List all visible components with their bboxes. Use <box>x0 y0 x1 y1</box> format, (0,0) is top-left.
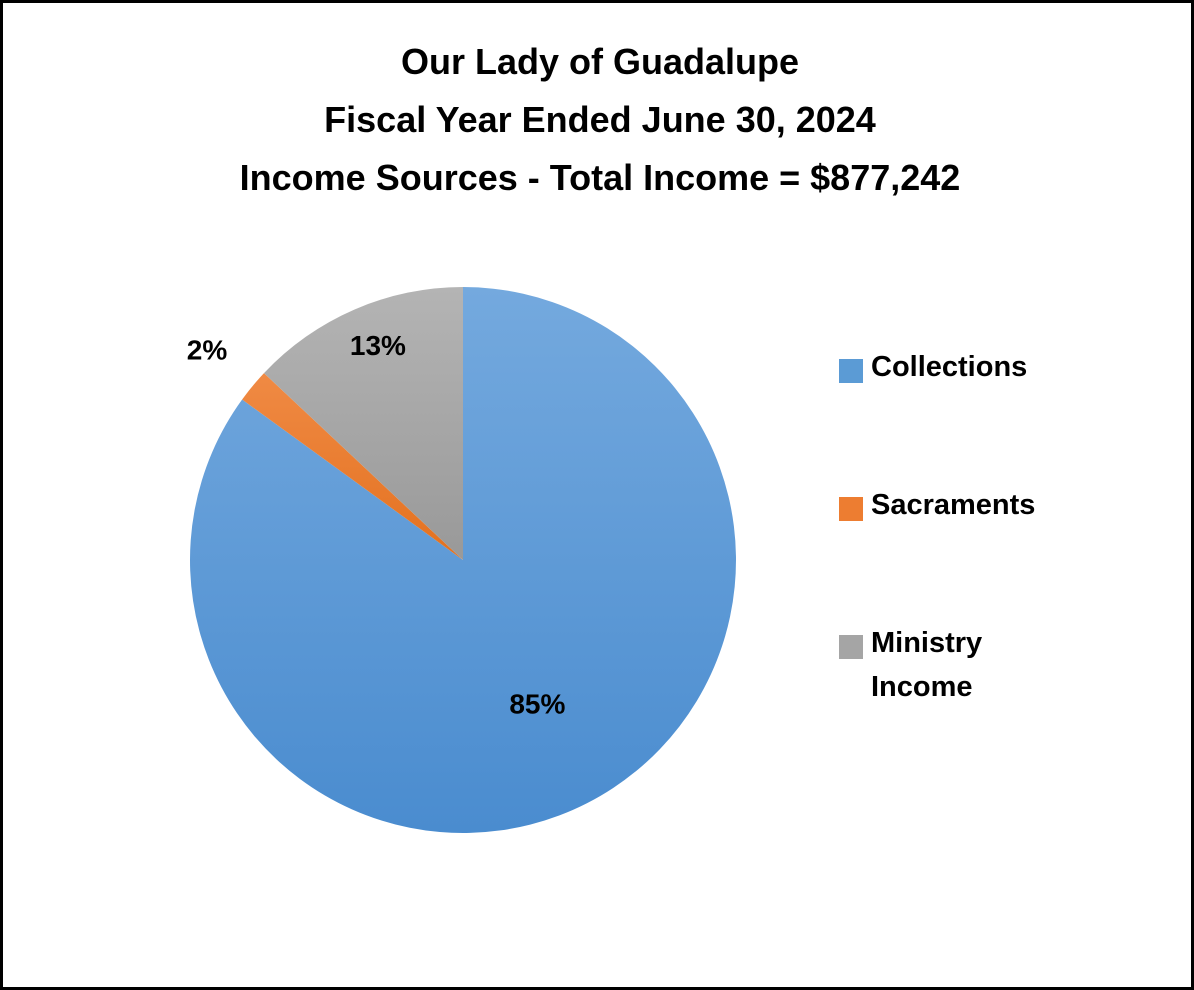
legend-swatch-sacraments <box>839 497 863 521</box>
title-line-2: Fiscal Year Ended June 30, 2024 <box>324 99 876 140</box>
legend-label-ministry-line-1: Ministry <box>871 627 983 659</box>
legend-swatch-collections <box>839 359 863 383</box>
legend-swatch-ministry-income <box>839 635 863 659</box>
pie-chart: 85% 2% 13% <box>187 287 737 833</box>
pie-slice-collections <box>190 287 737 833</box>
data-label-collections: 85% <box>509 688 565 719</box>
pie-slice-ministry-income <box>263 287 463 560</box>
pie-data-labels: 85% 2% 13% <box>187 330 566 719</box>
legend-label-sacraments: Sacraments <box>871 489 1036 521</box>
pie-slices <box>190 287 737 833</box>
legend-label-collections: Collections <box>871 351 1028 383</box>
pie-slice-sacraments <box>242 373 463 560</box>
title-line-1: Our Lady of Guadalupe <box>400 41 800 82</box>
data-label-sacraments: 2% <box>187 335 228 366</box>
data-label-ministry-income: 13% <box>350 330 406 361</box>
title-line-3: Income Sources - Total Income = $877,242 <box>239 157 961 198</box>
legend-label-ministry-line-2: Income <box>871 671 973 703</box>
chart-title: Our Lady of Guadalupe Fiscal Year Ended … <box>3 33 1194 207</box>
